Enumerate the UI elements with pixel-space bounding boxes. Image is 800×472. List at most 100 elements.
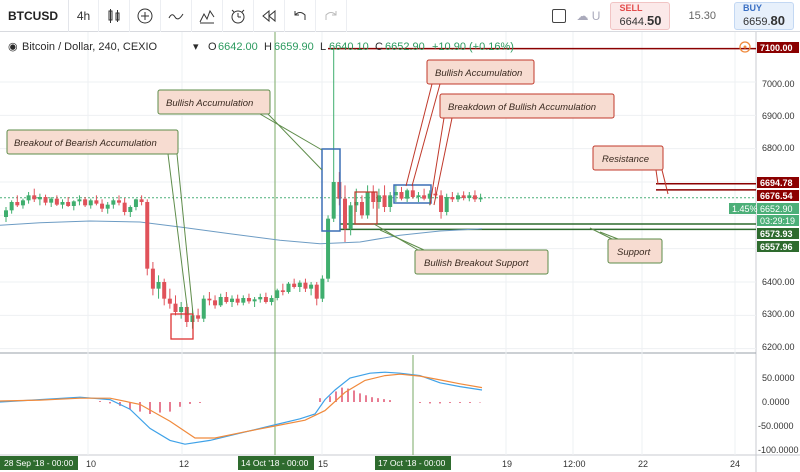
chart-legend: ◉ Bitcoin / Dollar, 240, CEXIO ▾ O 6642.… xyxy=(8,41,514,53)
legend-close-label: C xyxy=(375,41,383,53)
time-highlight-sep28: 28 Sep '18 - 00:00 xyxy=(4,458,73,468)
price-tick-7000: 7000.00 xyxy=(762,79,795,89)
candle-body xyxy=(15,202,20,206)
candle-body xyxy=(94,200,99,204)
label-655796-bg xyxy=(757,241,799,252)
candle-body xyxy=(405,190,410,199)
label-667654: 6676.54 xyxy=(760,191,793,201)
time-tick-24: 24 xyxy=(730,459,740,469)
label-667654-bg xyxy=(757,190,799,201)
callout-support[interactable] xyxy=(607,238,663,264)
candle-body xyxy=(269,298,274,302)
cloud-icon[interactable]: ☁ U xyxy=(576,8,601,23)
label-countdown: 03:29:19 xyxy=(760,216,795,226)
candle-body xyxy=(382,195,387,207)
pattern-icon[interactable] xyxy=(192,0,223,32)
callout-pointer-7b xyxy=(599,231,619,240)
candle-body xyxy=(26,195,31,201)
candle-body xyxy=(167,298,172,304)
legend-open-label: O xyxy=(208,41,217,53)
interval-selector[interactable]: 4h xyxy=(69,0,99,32)
legend-high: 6659.90 xyxy=(274,41,314,53)
candle-body xyxy=(139,199,144,202)
candle-body xyxy=(359,202,364,216)
candle-body xyxy=(66,202,71,206)
callout-bullish-breakout-support[interactable] xyxy=(414,249,549,275)
time-tick-22: 22 xyxy=(638,459,648,469)
candle-body xyxy=(179,307,184,312)
toggle-checkbox[interactable] xyxy=(552,8,567,23)
time-tick-10: 10 xyxy=(86,459,96,469)
gear-icon[interactable] xyxy=(739,41,751,53)
time-highlight-oct17: 17 Oct '18 - 00:00 xyxy=(378,458,446,468)
undo-icon[interactable] xyxy=(285,0,316,32)
add-indicator-icon[interactable] xyxy=(130,0,161,32)
candle-body xyxy=(117,200,121,203)
signal-line xyxy=(0,373,483,439)
candle-body xyxy=(309,284,314,289)
candle-body xyxy=(416,195,421,197)
annotations[interactable]: Breakout of Bearish Accumulation Bullish… xyxy=(6,59,669,315)
macd-tick-50: 50.0000 xyxy=(762,373,795,383)
candle-body xyxy=(213,300,218,306)
candle-body xyxy=(4,210,8,217)
candle-body xyxy=(326,218,331,279)
candle-body xyxy=(461,195,466,198)
bearish-breakout-box[interactable] xyxy=(170,313,194,340)
legend-high-label: H xyxy=(264,41,272,53)
candle-body xyxy=(173,303,178,312)
price-chart[interactable]: ◉ Bitcoin / Dollar, 240, CEXIO ▾ O 6642.… xyxy=(0,32,800,472)
candle-body xyxy=(410,190,415,197)
callout-breakout-bearish[interactable] xyxy=(6,129,179,155)
time-tick-12: 12 xyxy=(179,459,189,469)
legend-open: 6642.00 xyxy=(218,41,258,53)
callout-bullish-accumulation-2-text: Bullish Accumulation xyxy=(435,68,522,79)
candles-icon[interactable] xyxy=(99,0,130,32)
candles xyxy=(4,48,483,329)
candle-body xyxy=(207,298,212,301)
callout-pointer-7 xyxy=(589,227,613,240)
candle-body xyxy=(88,200,93,206)
candle-body xyxy=(37,197,42,200)
candle-body xyxy=(467,195,472,198)
eye-icon[interactable]: ◉ xyxy=(8,41,18,53)
redo-icon[interactable] xyxy=(316,0,347,32)
candle-body xyxy=(230,298,234,302)
callout-resistance[interactable] xyxy=(592,145,664,171)
callout-pointer-3b xyxy=(411,83,441,187)
candle-body xyxy=(439,195,444,212)
candle-body xyxy=(32,195,37,200)
candle-body xyxy=(348,205,353,229)
candle-body xyxy=(162,282,167,299)
candle-body xyxy=(60,202,65,205)
candle-body xyxy=(246,298,251,302)
candle-body xyxy=(235,298,240,303)
legend-dropdown-icon[interactable]: ▾ xyxy=(193,41,199,53)
macd-pane[interactable] xyxy=(0,353,756,455)
callout-breakdown[interactable] xyxy=(439,93,615,119)
rewind-icon[interactable] xyxy=(254,0,285,32)
alert-icon[interactable] xyxy=(223,0,254,32)
candle-body xyxy=(122,202,127,212)
callout-bullish-accumulation-2[interactable] xyxy=(426,59,535,85)
callout-bullish-accumulation-1[interactable] xyxy=(157,89,271,115)
candle-body xyxy=(263,297,268,302)
callout-resistance-text: Resistance xyxy=(602,154,649,165)
callout-pointer-6b xyxy=(379,229,425,251)
callout-breakout-bearish-text: Breakout of Bearish Accumulation xyxy=(14,138,157,149)
candle-body xyxy=(133,199,138,207)
main-pane[interactable] xyxy=(0,32,756,352)
candle-body xyxy=(427,193,432,199)
time-axis[interactable]: 10 12 15 19 12:00 22 24 28 Sep '18 - 00:… xyxy=(0,456,740,470)
candle-body xyxy=(320,278,325,299)
time-highlight-oct14-bg xyxy=(238,456,314,470)
bullish-breakout-box[interactable] xyxy=(354,191,378,225)
line-tool-icon[interactable] xyxy=(161,0,192,32)
sell-button[interactable]: SELL 6644.50 xyxy=(610,1,671,30)
symbol-selector[interactable]: BTCUSD xyxy=(0,0,69,32)
bullish-accumulation-box-1[interactable] xyxy=(321,148,341,232)
buy-button[interactable]: BUY 6659.80 xyxy=(734,1,794,30)
candle-body xyxy=(297,282,302,287)
candle-body xyxy=(258,297,263,300)
